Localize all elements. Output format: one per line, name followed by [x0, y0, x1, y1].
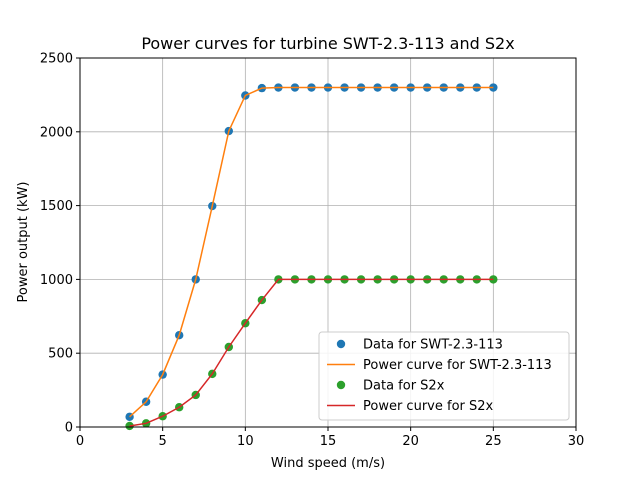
legend-label: Power curve for S2x	[363, 399, 494, 414]
series-3	[129, 278, 494, 427]
legend-item: Power curve for SWT-2.3-113	[327, 358, 552, 373]
legend-item: Data for SWT-2.3-113	[336, 338, 503, 353]
x-tick-label: 5	[159, 434, 167, 449]
x-tick-label: 10	[237, 434, 254, 449]
legend-label: Power curve for SWT-2.3-113	[363, 358, 552, 373]
x-tick-label: 15	[320, 434, 337, 449]
legend: Data for SWT-2.3-113 Power curve for SWT-…	[318, 331, 570, 421]
chart-title: Power curves for turbine SWT-2.3-113 and…	[141, 34, 514, 53]
y-tick-label: 0	[65, 421, 73, 436]
y-tick-label: 1500	[40, 199, 73, 214]
series-line	[129, 278, 494, 427]
x-tick-label: 20	[402, 434, 419, 449]
y-tick-label: 2500	[40, 52, 73, 67]
y-tick-label: 2000	[40, 125, 73, 140]
y-tick-label: 1000	[40, 273, 73, 288]
legend-marker-swatch	[336, 380, 346, 390]
legend-item: Data for S2x	[336, 379, 445, 394]
axis-ticks: 0 5 10 15 20 25 30 0 500 1000 1500 2000 2500	[40, 52, 584, 450]
x-tick-label: 0	[76, 434, 84, 449]
series-1	[129, 86, 494, 418]
y-axis-label: Power output (kW)	[16, 182, 31, 303]
x-tick-label: 30	[568, 434, 585, 449]
legend-label: Data for S2x	[363, 379, 445, 394]
legend-item: Power curve for S2x	[327, 399, 494, 414]
y-tick-label: 500	[48, 347, 73, 362]
x-tick-label: 25	[485, 434, 502, 449]
legend-marker-swatch	[336, 339, 346, 349]
plot-series	[125, 83, 498, 431]
x-axis-label: Wind speed (m/s)	[271, 456, 385, 471]
legend-box	[318, 331, 570, 421]
legend-label: Data for SWT-2.3-113	[363, 338, 503, 353]
series-line	[129, 86, 494, 418]
